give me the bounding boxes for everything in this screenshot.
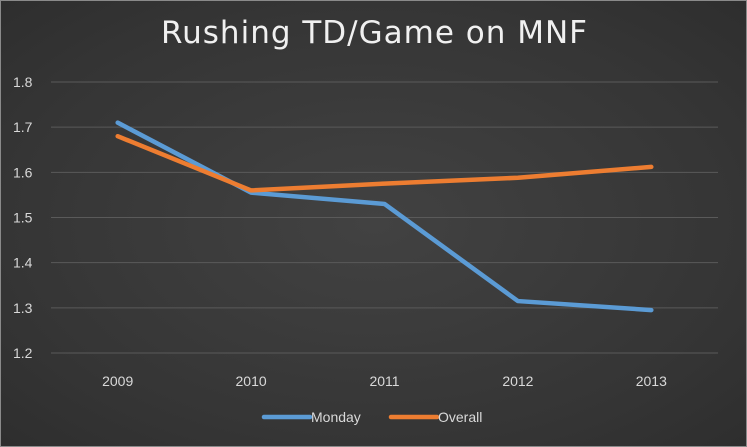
x-tick-label: 2011 bbox=[369, 373, 399, 389]
series-line-monday bbox=[115, 120, 654, 313]
y-tick-label: 1.2 bbox=[13, 345, 33, 361]
y-tick-label: 1.5 bbox=[13, 210, 33, 226]
legend-label-monday: Monday bbox=[311, 409, 361, 425]
series-line-overall bbox=[115, 133, 654, 193]
x-tick-label: 2012 bbox=[502, 373, 533, 389]
x-tick-label: 2010 bbox=[236, 373, 267, 389]
y-tick-label: 1.6 bbox=[13, 164, 33, 180]
y-tick-label: 1.7 bbox=[13, 119, 33, 135]
y-tick-label: 1.4 bbox=[13, 255, 33, 271]
chart-title: Rushing TD/Game on MNF bbox=[160, 15, 588, 51]
x-tick-label: 2013 bbox=[636, 373, 667, 389]
x-tick-label: 2009 bbox=[102, 373, 133, 389]
y-tick-label: 1.8 bbox=[13, 74, 33, 90]
legend-label-overall: Overall bbox=[438, 409, 482, 425]
y-tick-label: 1.3 bbox=[13, 300, 33, 316]
